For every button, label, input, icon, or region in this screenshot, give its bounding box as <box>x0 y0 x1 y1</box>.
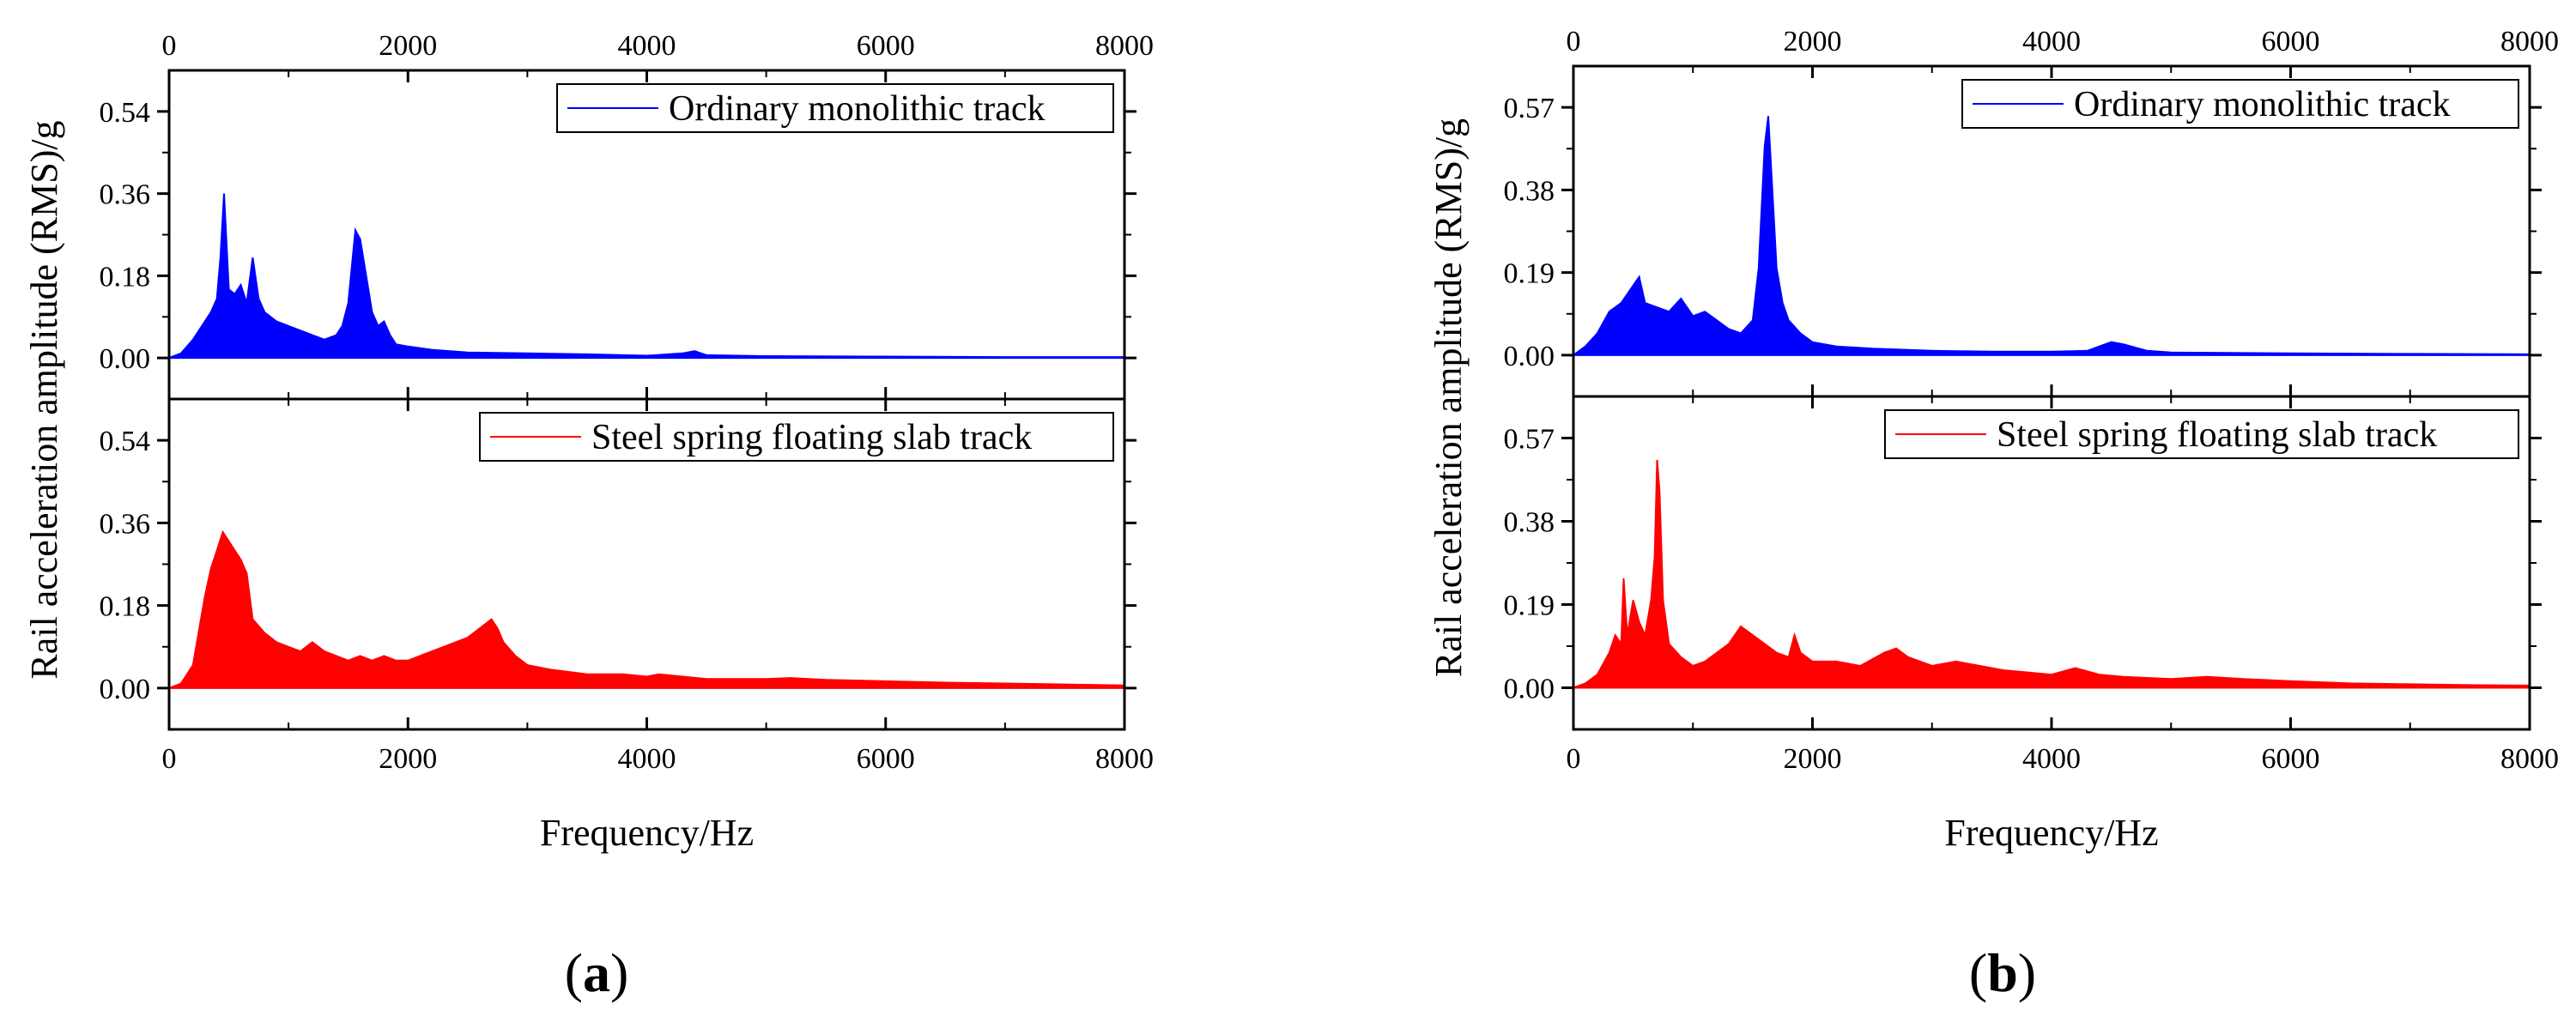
x-tick-label: 0 <box>1567 743 1581 775</box>
legend-label: Steel spring floating slab track <box>1997 415 2437 455</box>
chart-a: 0.00 0.18 0.36 0.54 Ordinary monolithic trac… <box>23 30 1154 1003</box>
x-tick-label: 6000 <box>857 743 915 775</box>
series-line-floating-slab-track <box>169 529 1124 689</box>
x-axis-title: Frequency/Hz <box>540 812 754 854</box>
panel-top: 0.00 0.18 0.36 0.54 Ordinary monolithic trac… <box>100 69 1136 401</box>
x-tick-label-top: 6000 <box>2262 26 2320 57</box>
caption-close-paren: ) <box>610 942 628 1003</box>
panel-bottom: 0.00 0.18 0.36 0.54 Steel spring floating sl… <box>100 397 1136 731</box>
y-tick-label: 0.54 <box>100 97 151 129</box>
x-tick-label-top: 2000 <box>1784 26 1842 57</box>
panel-bottom: 0.00 0.19 0.38 0.57 Steel spring floating sl… <box>1504 395 2542 731</box>
y-tick-label: 0.00 <box>1504 341 1555 372</box>
y-tick-label: 0.38 <box>1504 175 1555 207</box>
y-tick-label: 0.00 <box>100 343 151 375</box>
series-line-ordinary-track <box>1573 116 2530 356</box>
y-tick-label: 0.00 <box>1504 674 1555 705</box>
legend-label: Steel spring floating slab track <box>591 418 1032 457</box>
x-tick-label: 4000 <box>2022 743 2081 775</box>
x-tick-label-top: 8000 <box>1095 30 1154 62</box>
caption-close-paren: ) <box>2018 942 2036 1003</box>
x-tick-label-top: 8000 <box>2500 26 2559 57</box>
chart-b: 0.00 0.19 0.38 0.57 Ordinary monolithic trac… <box>1427 26 2559 1003</box>
y-tick-label: 0.19 <box>1504 258 1555 290</box>
legend: Steel spring floating slab track <box>1884 409 2519 459</box>
legend: Ordinary monolithic track <box>1961 79 2519 129</box>
caption-open-paren: ( <box>565 942 583 1003</box>
x-tick-label-top: 4000 <box>2022 26 2081 57</box>
figure-caption: (b) <box>1969 942 2036 1003</box>
x-tick-label: 2000 <box>379 743 437 775</box>
y-tick-label: 0.54 <box>100 426 151 457</box>
y-axis-title: Rail acceleration amplitude (RMS)/g <box>23 120 65 679</box>
x-tick-label: 6000 <box>2262 743 2320 775</box>
legend-label: Ordinary monolithic track <box>2074 85 2451 124</box>
x-tick-label: 8000 <box>1095 743 1154 775</box>
legend-label: Ordinary monolithic track <box>669 89 1046 129</box>
figure-caption: (a) <box>565 942 629 1003</box>
x-tick-label-top: 6000 <box>857 30 915 62</box>
legend: Ordinary monolithic track <box>556 83 1114 133</box>
y-tick-label: 0.57 <box>1504 93 1555 124</box>
y-tick-label: 0.57 <box>1504 424 1555 456</box>
legend-box <box>479 412 1114 462</box>
series-area-ordinary-track <box>169 193 1124 359</box>
legend: Steel spring floating slab track <box>479 412 1114 462</box>
x-tick-label: 8000 <box>2500 743 2559 775</box>
x-axis-title: Frequency/Hz <box>1944 812 2158 854</box>
series-area-floating-slab-track <box>1573 460 2530 688</box>
y-tick-label: 0.18 <box>100 591 151 623</box>
y-axis-title: Rail acceleration amplitude (RMS)/g <box>1427 118 1470 677</box>
x-tick-label: 4000 <box>618 743 676 775</box>
x-tick-label-top: 0 <box>162 30 177 62</box>
series-area-floating-slab-track <box>169 532 1124 688</box>
caption-open-paren: ( <box>1969 942 1987 1003</box>
series-area-ordinary-track <box>1573 116 2530 355</box>
series-line-floating-slab-track <box>1573 459 2530 689</box>
y-tick-label: 0.38 <box>1504 507 1555 539</box>
series-line-ordinary-track <box>169 193 1124 360</box>
caption-letter: a <box>583 942 610 1003</box>
y-tick-label: 0.19 <box>1504 590 1555 622</box>
x-tick-label-top: 4000 <box>618 30 676 62</box>
y-tick-label: 0.18 <box>100 261 151 293</box>
x-tick-label: 2000 <box>1784 743 1842 775</box>
legend-box <box>1884 409 2519 459</box>
x-tick-label-top: 2000 <box>379 30 437 62</box>
panel-top: 0.00 0.19 0.38 0.57 Ordinary monolithic trac… <box>1504 64 2542 398</box>
x-tick-label-top: 0 <box>1567 26 1581 57</box>
x-tick-label: 0 <box>162 743 177 775</box>
y-tick-label: 0.36 <box>100 179 151 211</box>
y-tick-label: 0.36 <box>100 508 151 540</box>
caption-letter: b <box>1987 942 2018 1003</box>
y-tick-label: 0.00 <box>100 674 151 705</box>
